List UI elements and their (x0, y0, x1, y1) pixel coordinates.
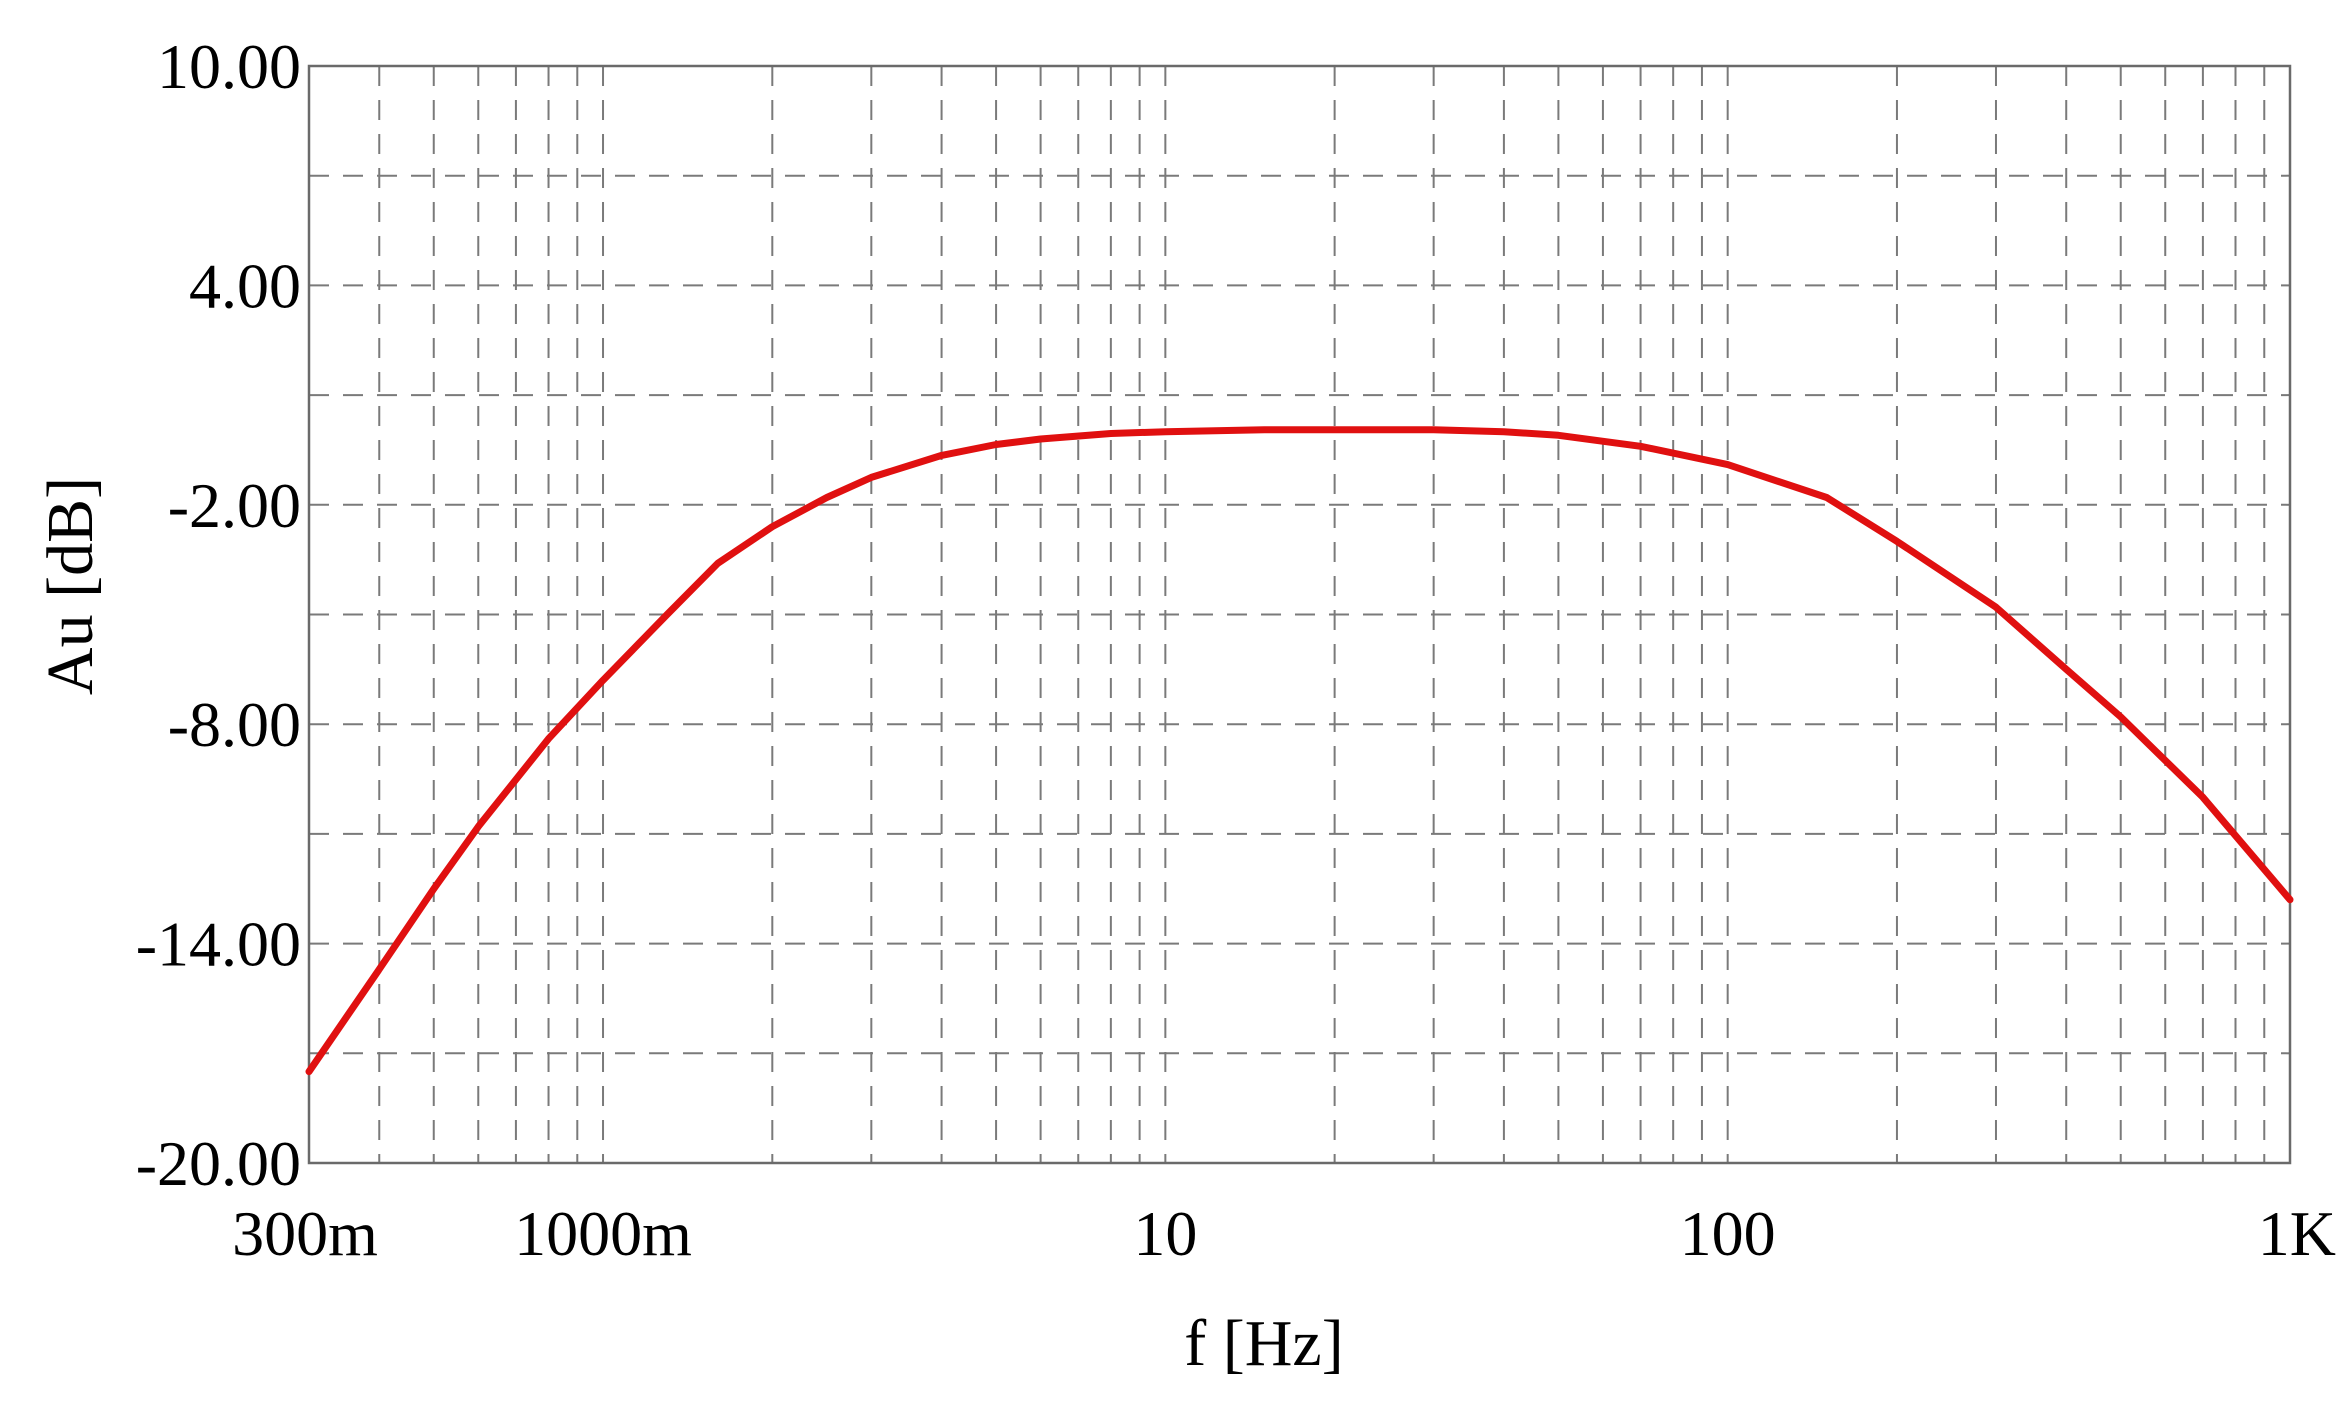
x-tick-label: 1K (2258, 1198, 2336, 1269)
y-tick-label: 4.00 (189, 250, 301, 321)
x-tick-label: 300m (232, 1198, 378, 1269)
grid-layer (309, 66, 2290, 1163)
x-tick-label: 1000m (514, 1198, 692, 1269)
y-tick-label: 10.00 (157, 31, 301, 102)
y-tick-label: -20.00 (136, 1128, 301, 1199)
y-tick-label: -2.00 (168, 470, 301, 541)
y-tick-label: -14.00 (136, 909, 301, 980)
x-axis-title: f [Hz] (1184, 1307, 1343, 1380)
y-tick-label: -8.00 (168, 689, 301, 760)
y-axis-title: Au [dB] (34, 477, 107, 695)
x-tick-label: 10 (1133, 1198, 1197, 1269)
series-layer (309, 430, 2290, 1072)
series-line (309, 430, 2290, 1072)
x-tick-label: 100 (1680, 1198, 1776, 1269)
